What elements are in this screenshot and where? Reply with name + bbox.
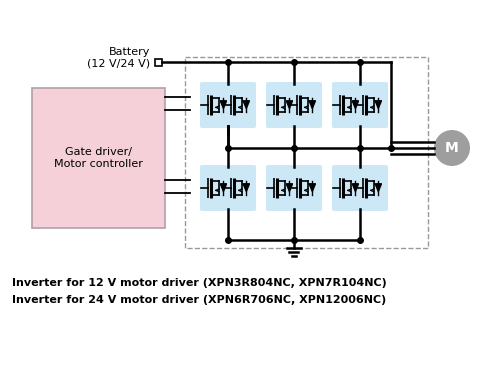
FancyBboxPatch shape (332, 165, 388, 211)
Bar (155, 58, 162, 65)
Text: Battery
(12 V/24 V): Battery (12 V/24 V) (87, 47, 150, 69)
Polygon shape (309, 184, 315, 192)
Polygon shape (376, 184, 381, 192)
Polygon shape (309, 101, 315, 108)
Circle shape (434, 130, 470, 166)
FancyBboxPatch shape (200, 165, 256, 211)
Polygon shape (220, 184, 226, 192)
FancyBboxPatch shape (200, 82, 256, 128)
FancyBboxPatch shape (266, 165, 322, 211)
Text: Inverter for 12 V motor driver (XPN3R804NC, XPN7R104NC): Inverter for 12 V motor driver (XPN3R804… (12, 278, 387, 288)
Polygon shape (353, 184, 358, 192)
Polygon shape (353, 101, 358, 108)
FancyBboxPatch shape (266, 82, 322, 128)
Polygon shape (286, 101, 292, 108)
Polygon shape (286, 184, 292, 192)
Polygon shape (220, 101, 226, 108)
Text: Gate driver/
Motor controller: Gate driver/ Motor controller (54, 147, 143, 169)
Bar (32, 88, 165, 228)
Bar (185, 57, 428, 248)
Polygon shape (376, 101, 381, 108)
Polygon shape (243, 184, 249, 192)
Text: Inverter for 24 V motor driver (XPN6R706NC, XPN12006NC): Inverter for 24 V motor driver (XPN6R706… (12, 295, 386, 305)
FancyBboxPatch shape (332, 82, 388, 128)
Text: M: M (445, 141, 459, 155)
Polygon shape (243, 101, 249, 108)
